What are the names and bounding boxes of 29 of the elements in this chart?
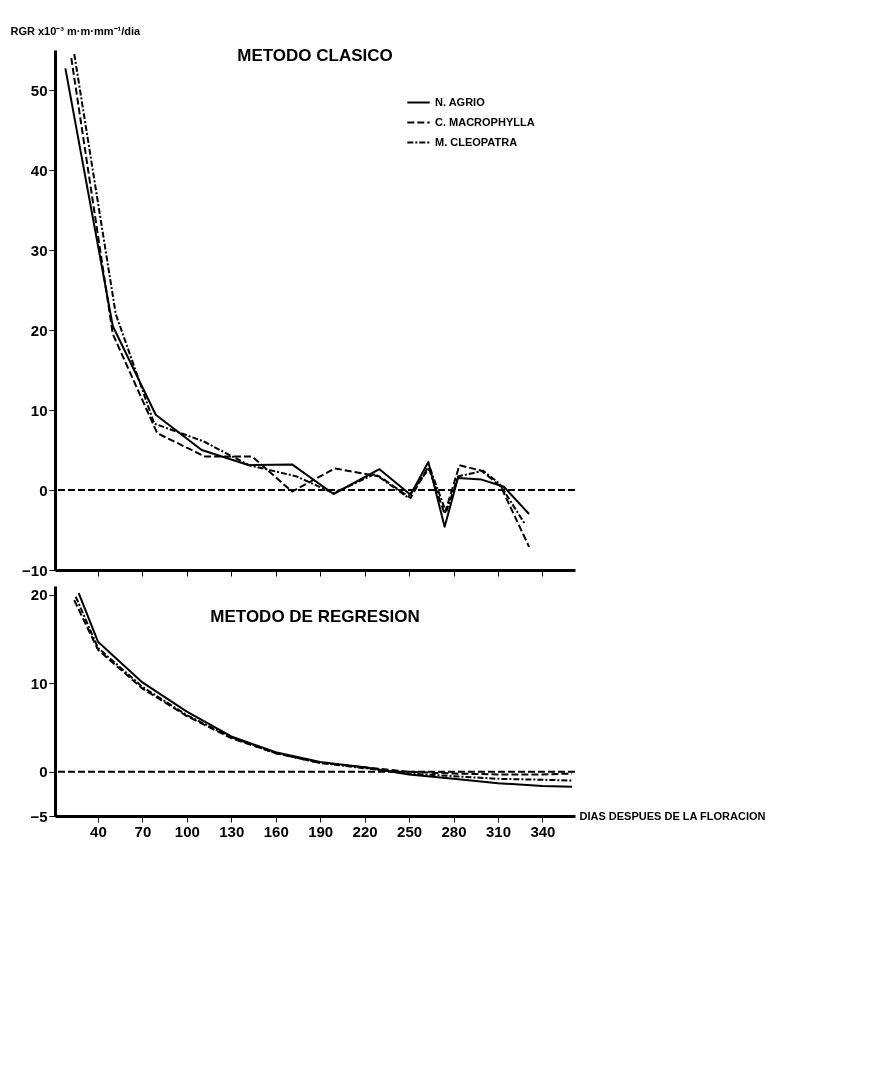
x-axis-title: DIAS DESPUES DE LA FLORACION	[579, 809, 766, 822]
x-tick-label: 280	[441, 822, 467, 840]
x-tick-label: 340	[530, 822, 556, 840]
x-tick-label: 40	[90, 822, 107, 840]
legend-label: N. AGRIO	[435, 95, 486, 108]
y-tick-label: 30	[30, 241, 48, 259]
y-tick-label: 0	[39, 763, 48, 781]
x-tick-label: 220	[352, 822, 378, 840]
y-tick-label: −10	[22, 561, 48, 579]
y-tick-label: 10	[30, 674, 48, 692]
x-tick-label: 70	[134, 822, 152, 840]
x-tick-label: 130	[219, 822, 245, 840]
y-tick-label: 0	[39, 481, 48, 499]
x-tick-label: 310	[485, 822, 511, 840]
y-tick-label: 20	[30, 586, 48, 604]
y-axis-title: RGR x10⁻³ m·m·mm⁻¹/dia	[10, 24, 142, 37]
chart-title: METODO CLASICO	[237, 46, 393, 65]
y-tick-label: −5	[30, 807, 48, 825]
legend-label: C. MACROPHYLLA	[435, 115, 535, 128]
x-tick-label: 190	[308, 822, 334, 840]
text: METODO DE REGRESION	[210, 607, 420, 626]
x-tick-label: 100	[174, 822, 200, 840]
x-tick-label: 160	[263, 822, 289, 840]
y-tick-label: 10	[30, 401, 48, 419]
y-tick-label: 40	[30, 161, 48, 179]
y-tick-label: 50	[30, 81, 48, 99]
legend-label: M. CLEOPATRA	[435, 135, 518, 148]
x-tick-label: 250	[397, 822, 423, 840]
y-tick-label: 20	[30, 321, 48, 339]
